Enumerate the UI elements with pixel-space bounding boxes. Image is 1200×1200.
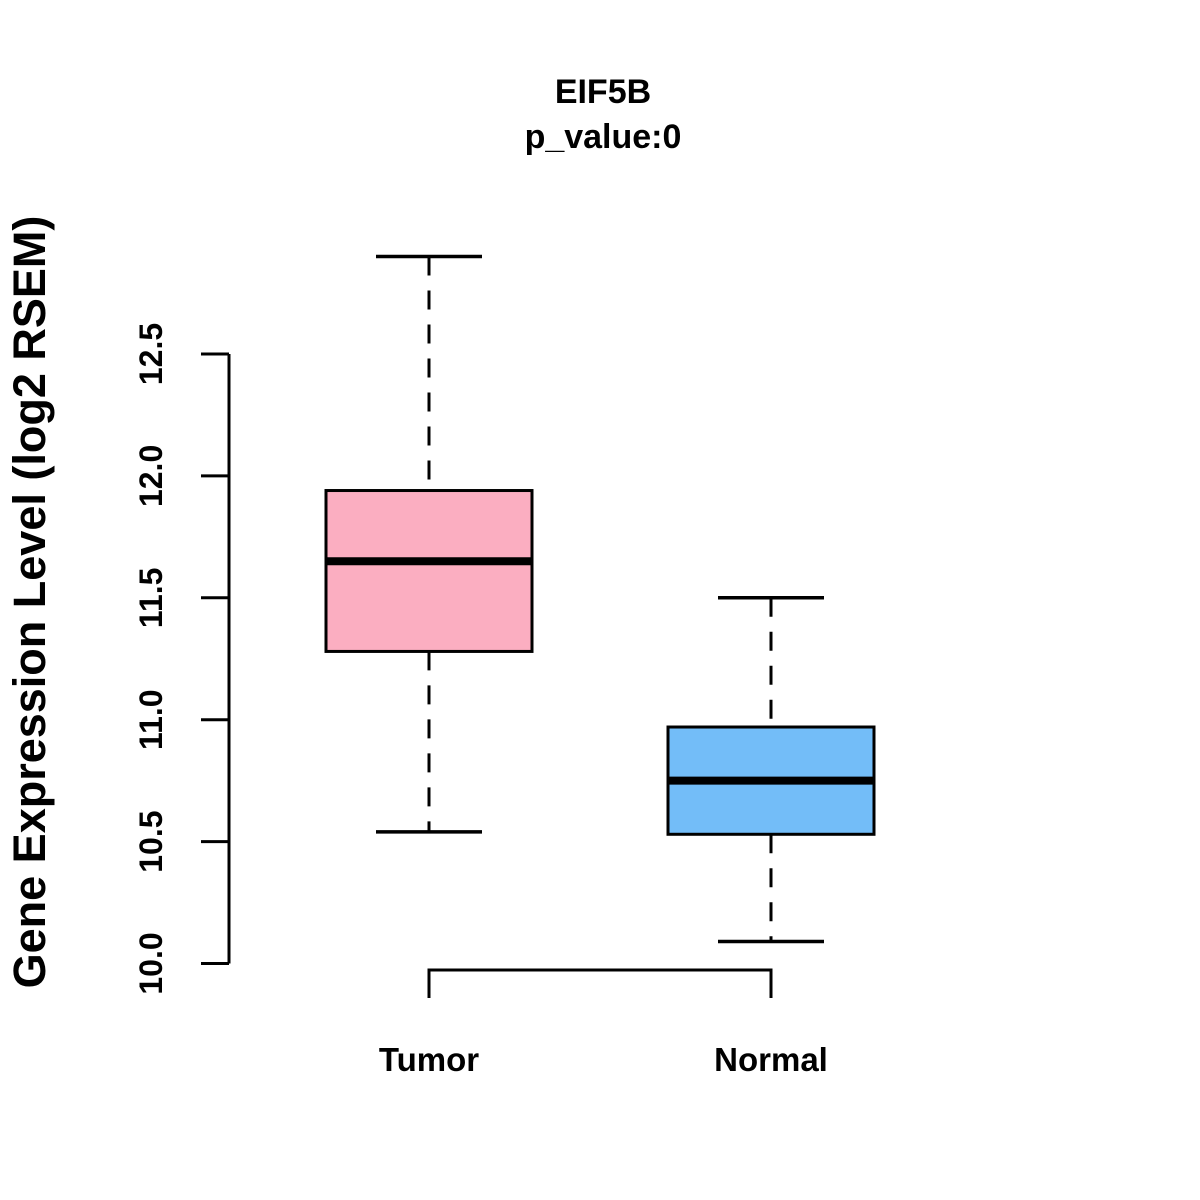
y-tick-label: 10.0 (133, 932, 169, 994)
tumor-box (324, 489, 534, 653)
x-category-label-normal: Normal (714, 1041, 828, 1078)
chart-title: EIF5B (554, 73, 652, 111)
y-tick-label: 11.5 (133, 568, 169, 629)
y-tick-label: 12.5 (133, 323, 169, 385)
y-tick-label: 10.5 (133, 810, 169, 872)
x-category-label-tumor: Tumor (378, 1041, 480, 1078)
y-tick-label: 12.0 (133, 445, 169, 507)
y-tick-label: 11.0 (133, 689, 169, 750)
x-axis-bracket (427, 968, 773, 998)
chart-subtitle: p_value:0 (524, 118, 682, 156)
